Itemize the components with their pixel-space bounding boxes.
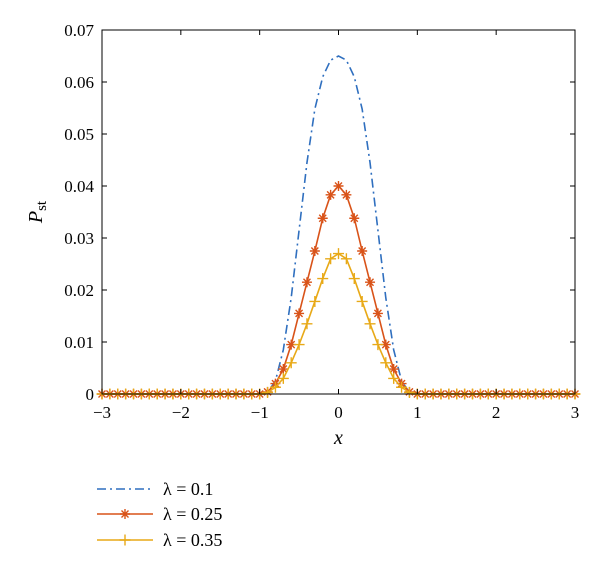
data-point: [372, 339, 384, 351]
legend: λ = 0.1 λ = 0.25 λ = 0.35: [97, 479, 222, 550]
series-line: [102, 55, 575, 395]
series-1: [102, 55, 575, 395]
y-tick-label: 0.03: [64, 229, 94, 248]
data-point: [341, 189, 352, 200]
y-tick-label: 0.04: [64, 177, 94, 196]
legend-swatch-marker: [120, 509, 130, 519]
data-point: [325, 189, 336, 200]
series-line: [102, 252, 575, 395]
data-point: [269, 381, 281, 393]
legend-item-1: λ = 0.1: [97, 479, 213, 499]
legend-item-3: λ = 0.35: [97, 530, 222, 550]
series-2: [97, 181, 580, 399]
y-tick-label: 0.01: [64, 333, 94, 352]
legend-item-2: λ = 0.25: [97, 504, 222, 524]
y-axis-label-main: P: [25, 211, 47, 224]
y-tick-label: 0.07: [64, 21, 94, 40]
data-point: [333, 248, 344, 260]
data-point: [301, 277, 312, 288]
axis-ticks: −3 −2 −1 0 1 2 3 0 0.01 0.02 0.03 0.04 0.05 0.06 0.07: [64, 21, 579, 422]
data-point: [380, 357, 392, 369]
plot-marks: [96, 55, 581, 400]
data-point: [396, 381, 408, 393]
x-tick-label: 0: [334, 403, 343, 422]
x-tick-label: 2: [492, 403, 501, 422]
legend-label: λ = 0.1: [163, 479, 213, 499]
series-line: [102, 184, 575, 395]
data-point: [356, 295, 368, 307]
data-point: [286, 339, 297, 350]
data-point: [309, 295, 321, 307]
x-tick-label: −2: [172, 403, 190, 422]
data-point: [364, 318, 376, 330]
y-axis-label: Pst: [25, 200, 50, 224]
y-tick-label: 0.02: [64, 281, 94, 300]
data-point: [388, 364, 399, 375]
data-point: [293, 339, 305, 351]
x-axis-label: x: [333, 427, 343, 449]
data-point: [317, 273, 329, 285]
series-3: [96, 248, 581, 400]
plot-frame: [101, 29, 576, 395]
y-tick-label: 0.05: [64, 125, 94, 144]
data-point: [380, 339, 391, 350]
y-tick-label: 0: [86, 385, 95, 404]
x-tick-label: −3: [93, 403, 111, 422]
data-point: [388, 372, 400, 384]
data-point: [403, 386, 415, 398]
y-tick-label: 0.06: [64, 73, 94, 92]
data-point: [349, 213, 360, 224]
x-tick-label: 3: [571, 403, 580, 422]
data-point: [348, 273, 360, 285]
data-point: [278, 364, 289, 375]
y-axis-label-subscript: st: [34, 200, 50, 211]
data-point: [294, 308, 305, 319]
data-point: [357, 246, 368, 256]
data-point: [277, 372, 289, 384]
data-point: [285, 357, 297, 369]
data-point: [301, 318, 313, 330]
data-point: [340, 253, 352, 265]
legend-label: λ = 0.25: [163, 504, 222, 524]
legend-label: λ = 0.35: [163, 530, 222, 550]
data-point: [372, 308, 383, 319]
data-point: [317, 213, 328, 224]
data-point: [365, 277, 376, 288]
data-point: [325, 253, 337, 265]
x-tick-label: −1: [251, 403, 269, 422]
legend-swatch-marker: [119, 534, 131, 546]
data-point: [333, 181, 344, 191]
data-point: [262, 386, 274, 398]
x-tick-label: 1: [413, 403, 422, 422]
data-point: [309, 246, 320, 256]
